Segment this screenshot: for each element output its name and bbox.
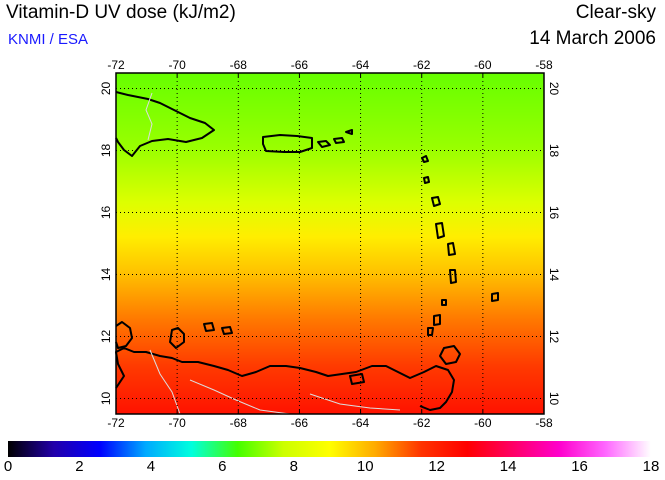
venezuela-coast <box>115 347 455 411</box>
lon-tick-label-top: -72 <box>107 58 125 72</box>
puerto-rico-outline <box>262 134 313 153</box>
lat-tick-label-left: 14 <box>99 268 113 282</box>
colorbar-tick-label: 14 <box>499 458 517 475</box>
lon-tick-label-bottom: -60 <box>474 416 492 430</box>
map-title: Vitamin-D UV dose (kJ/m2) <box>6 2 236 23</box>
colorbar-tick-label: 4 <box>146 458 156 475</box>
lon-tick-label-bottom: -72 <box>107 416 125 430</box>
virgin-islands-outline <box>317 129 353 148</box>
colorbar-tick-label: 10 <box>356 458 374 475</box>
lon-tick-label-bottom: -66 <box>291 416 309 430</box>
colorbar-tick-label: 0 <box>3 458 13 475</box>
lat-tick-label-left: 12 <box>99 330 113 344</box>
lon-tick-label-top: -62 <box>413 58 431 72</box>
colorbar-tick-label: 2 <box>75 458 84 475</box>
hispaniola-outline <box>115 91 215 157</box>
uv-dose-map: -72 -72 -70 -70 -68 -68 -66 -66 -64 -64 -62 -62 -60 -… <box>99 58 561 430</box>
lat-tick-label-right: 10 <box>547 392 561 406</box>
lat-tick-label-right: 12 <box>547 330 561 344</box>
colorbar <box>8 441 651 457</box>
map-axes: -72 -72 -70 -70 -68 -68 -66 -66 -64 -64 -62 -62 -60 -… <box>99 58 561 430</box>
curacao-aruba-outline <box>169 322 233 349</box>
colorbar-tick-label: 6 <box>218 458 227 475</box>
coastline-outlines <box>115 91 499 411</box>
lon-tick-label-bottom: -62 <box>413 416 431 430</box>
lat-tick-label-right: 16 <box>547 206 561 220</box>
lesser-antilles-outline <box>421 155 499 336</box>
graticule <box>116 73 544 414</box>
lat-tick-label-left: 20 <box>99 82 113 96</box>
date-label: 14 March 2006 <box>529 28 656 49</box>
map-frame <box>115 72 545 415</box>
lat-tick-label-left: 18 <box>99 144 113 158</box>
colorbar-tick-label: 8 <box>289 458 298 475</box>
lon-tick-label-bottom: -64 <box>352 416 370 430</box>
sky-condition-label: Clear-sky <box>575 2 656 23</box>
lon-tick-label-bottom: -58 <box>535 416 553 430</box>
lat-tick-label-left: 10 <box>99 392 113 406</box>
lon-tick-label-top: -70 <box>168 58 186 72</box>
lat-tick-label-right: 20 <box>547 82 561 96</box>
lon-tick-label-top: -68 <box>230 58 248 72</box>
lon-tick-label-top: -60 <box>474 58 492 72</box>
trinidad-outline <box>439 345 461 365</box>
credit-label: KNMI / ESA <box>8 31 89 48</box>
lon-tick-label-top: -66 <box>291 58 309 72</box>
lon-tick-label-bottom: -70 <box>168 416 186 430</box>
lat-tick-label-right: 14 <box>547 268 561 282</box>
margarita-outline <box>349 373 365 385</box>
lon-tick-label-top: -64 <box>352 58 370 72</box>
colorbar-tick-label: 16 <box>571 458 588 475</box>
lon-tick-label-top: -58 <box>535 58 553 72</box>
lon-tick-label-bottom: -68 <box>230 416 248 430</box>
dose-field <box>116 73 544 414</box>
colombia-coast <box>115 321 133 349</box>
colorbar-tick-label: 12 <box>428 458 445 475</box>
lat-tick-label-left: 16 <box>99 206 113 220</box>
colorbar-tick-label: 18 <box>642 458 660 475</box>
colorbar-gradient <box>8 441 651 457</box>
lat-tick-label-right: 18 <box>547 144 561 158</box>
